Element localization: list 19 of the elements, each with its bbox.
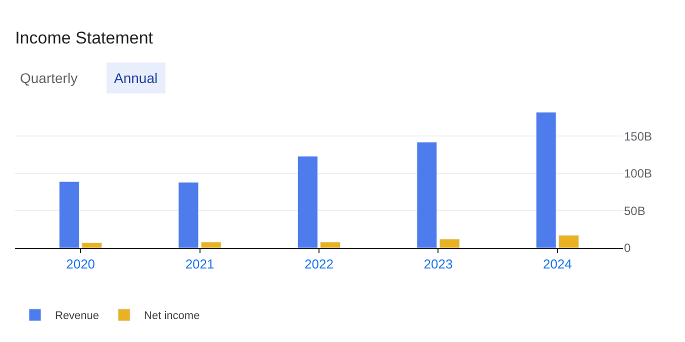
x-tick-label: 2023 (424, 256, 453, 272)
x-tick-label: 2024 (542, 256, 572, 272)
y-tick-label: 150B (624, 129, 652, 144)
y-tick-label: 100B (624, 166, 652, 181)
bar (200, 242, 222, 248)
y-tick-label: 0 (624, 241, 631, 256)
chart-title: Income Statement (15, 28, 154, 48)
bar (320, 242, 341, 248)
x-tick-label: 2020 (66, 256, 96, 272)
bar (558, 235, 579, 248)
x-tick-label: 2021 (185, 256, 214, 272)
legend-label: Revenue (55, 310, 100, 322)
text: Annual (114, 70, 158, 86)
bar (439, 238, 460, 248)
legend-label: Net income (144, 310, 200, 322)
bar (82, 242, 102, 248)
x-tick-label: 2022 (304, 256, 334, 272)
text: Quarterly (20, 70, 78, 86)
y-tick-label: 50B (624, 204, 646, 218)
